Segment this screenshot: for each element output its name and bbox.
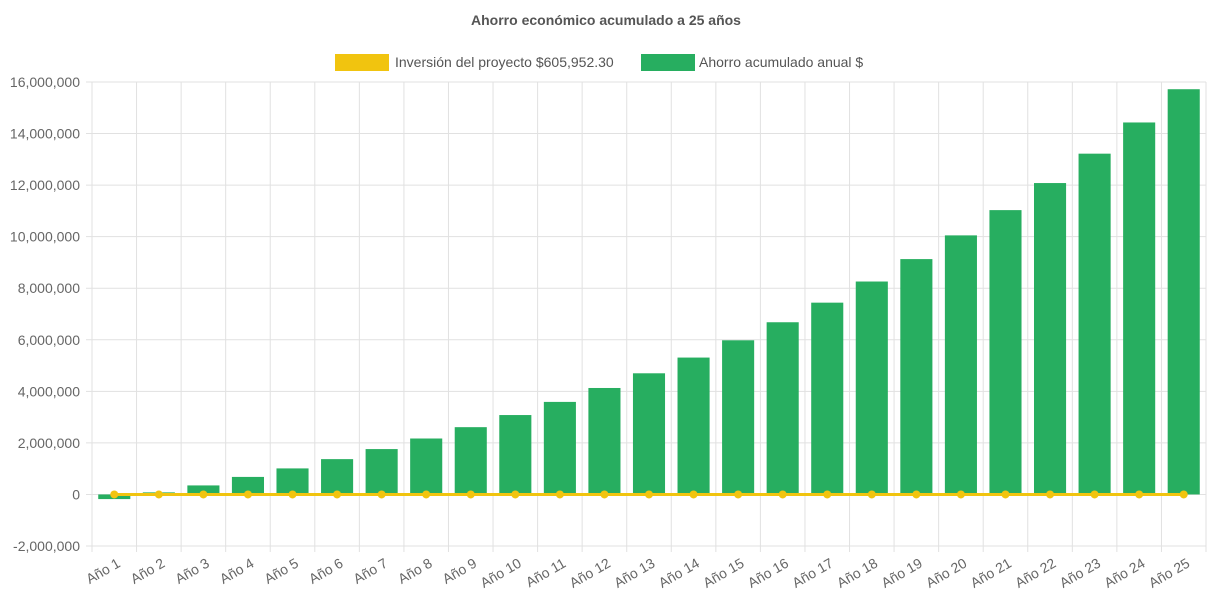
line-point[interactable]	[422, 490, 431, 499]
line-point[interactable]	[243, 490, 252, 499]
x-tick-label: Año 18	[834, 555, 881, 591]
x-axis: Año 1 Año 2 Año 3 Año 4 Año 5 Año 6 Año 7 Año 8…	[83, 555, 1192, 591]
line-point[interactable]	[778, 490, 787, 499]
y-tick-label: 0	[72, 486, 80, 502]
bar[interactable]	[187, 485, 220, 495]
chart-title: Ahorro económico acumulado a 25 años	[471, 12, 741, 28]
x-tick-label: Año 4	[217, 555, 257, 587]
bar[interactable]	[855, 281, 888, 495]
bar[interactable]	[1167, 89, 1200, 495]
y-tick-label: 6,000,000	[18, 332, 80, 348]
x-tick-label: Año 10	[477, 555, 524, 591]
bar[interactable]	[766, 322, 799, 495]
bar[interactable]	[588, 387, 621, 495]
legend-label-2[interactable]: Ahorro acumulado anual $	[699, 54, 863, 70]
y-tick-label: -2,000,000	[13, 538, 80, 554]
y-tick-label: 16,000,000	[10, 74, 80, 90]
bar-series	[98, 89, 1200, 500]
x-tick-label: Año 20	[923, 555, 970, 591]
legend: Inversión del proyecto $605,952.30 Ahorro…	[335, 54, 863, 71]
bar[interactable]	[365, 449, 398, 495]
line-point[interactable]	[689, 490, 698, 499]
x-tick-label: Año 2	[128, 555, 168, 587]
bar[interactable]	[944, 235, 977, 495]
bar[interactable]	[989, 210, 1022, 495]
line-point[interactable]	[734, 490, 743, 499]
line-point[interactable]	[333, 490, 342, 499]
x-tick-label: Año 21	[968, 555, 1015, 591]
bar[interactable]	[276, 468, 309, 495]
bar[interactable]	[811, 302, 844, 495]
x-tick-label: Año 13	[611, 555, 658, 591]
bar[interactable]	[1123, 122, 1156, 495]
line-point[interactable]	[555, 490, 564, 499]
line-point[interactable]	[1046, 490, 1055, 499]
x-tick-label: Año 22	[1012, 555, 1059, 591]
x-tick-label: Año 25	[1146, 555, 1193, 591]
grid	[86, 81, 1207, 552]
x-tick-label: Año 12	[567, 555, 614, 591]
line-point[interactable]	[1179, 490, 1188, 499]
bar[interactable]	[410, 438, 443, 495]
y-tick-label: 4,000,000	[18, 383, 80, 399]
bar[interactable]	[1078, 153, 1111, 495]
line-point[interactable]	[377, 490, 386, 499]
line-point[interactable]	[110, 490, 119, 499]
bar[interactable]	[722, 340, 755, 495]
line-point[interactable]	[154, 490, 163, 499]
x-tick-label: Año 8	[395, 555, 435, 587]
line-point[interactable]	[511, 490, 520, 499]
line-point[interactable]	[199, 490, 208, 499]
line-point[interactable]	[867, 490, 876, 499]
x-tick-label: Año 5	[261, 555, 301, 587]
x-tick-label: Año 19	[878, 555, 925, 591]
y-tick-label: 8,000,000	[18, 280, 80, 296]
bar[interactable]	[632, 373, 666, 495]
legend-label-1[interactable]: Inversión del proyecto $605,952.30	[395, 54, 614, 70]
line-point[interactable]	[912, 490, 921, 499]
x-tick-label: Año 17	[789, 555, 836, 591]
x-tick-label: Año 1	[83, 555, 123, 587]
line-series	[110, 490, 1188, 499]
legend-swatch-1[interactable]	[335, 54, 389, 71]
x-tick-label: Año 9	[440, 555, 480, 587]
x-tick-label: Año 23	[1057, 555, 1104, 591]
x-tick-label: Año 11	[523, 555, 569, 591]
x-tick-label: Año 14	[656, 555, 703, 591]
y-tick-label: 2,000,000	[18, 435, 80, 451]
line-point[interactable]	[288, 490, 297, 499]
y-tick-label: 10,000,000	[10, 229, 80, 245]
line-point[interactable]	[956, 490, 965, 499]
y-axis: -2,000,000 0 2,000,000 4,000,000 6,000,000 8,…	[10, 74, 80, 554]
line-point[interactable]	[645, 490, 653, 499]
bar[interactable]	[543, 401, 576, 495]
line-point[interactable]	[600, 490, 609, 499]
line-point[interactable]	[1001, 490, 1010, 499]
x-tick-label: Año 3	[172, 555, 212, 587]
line-point[interactable]	[466, 490, 475, 499]
legend-swatch-2[interactable]	[641, 54, 695, 71]
line-point[interactable]	[823, 490, 832, 499]
x-tick-label: Año 15	[700, 555, 747, 591]
bar[interactable]	[499, 415, 532, 495]
bar[interactable]	[1033, 183, 1067, 495]
x-tick-label: Año 16	[745, 555, 792, 591]
bar[interactable]	[231, 476, 265, 495]
y-tick-label: 12,000,000	[10, 177, 80, 193]
bar[interactable]	[900, 259, 933, 495]
bar[interactable]	[454, 427, 487, 495]
y-tick-label: 14,000,000	[10, 126, 80, 142]
x-tick-label: Año 7	[350, 555, 390, 587]
bar[interactable]	[677, 357, 710, 495]
bar[interactable]	[321, 459, 354, 495]
line-point[interactable]	[1090, 490, 1099, 499]
x-tick-label: Año 6	[306, 555, 346, 587]
line-point[interactable]	[1135, 490, 1144, 499]
x-tick-label: Año 24	[1101, 555, 1148, 591]
